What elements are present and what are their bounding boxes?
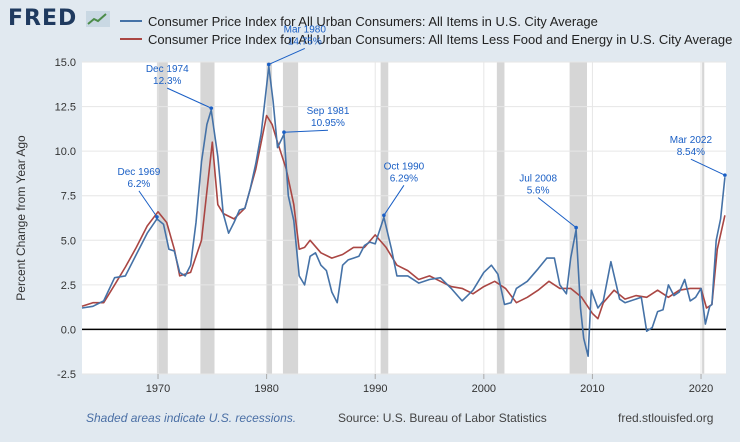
annotation-label: Dec 1969 xyxy=(118,167,161,178)
recession-band xyxy=(496,62,505,374)
recession-band xyxy=(282,62,299,374)
annotation-value: 14.75% xyxy=(288,36,322,47)
y-tick-label: 12.5 xyxy=(55,102,76,114)
annotation-arrow xyxy=(283,129,329,133)
plot-area xyxy=(82,62,726,374)
x-tick-label: 2000 xyxy=(472,383,496,395)
y-tick-label: 2.5 xyxy=(61,280,76,292)
fred-url[interactable]: fred.stlouisfed.org xyxy=(618,411,714,425)
x-tick-label: 2010 xyxy=(580,383,604,395)
annotation-arrowhead xyxy=(155,215,159,219)
legend-swatch-blue xyxy=(120,20,142,22)
legend-label: Consumer Price Index for All Urban Consu… xyxy=(148,31,733,47)
y-tick-label: 10.0 xyxy=(55,146,76,158)
annotation-value: 6.29% xyxy=(390,173,418,184)
legend-item-cpi[interactable]: Consumer Price Index for All Urban Consu… xyxy=(120,12,732,30)
y-tick-label: -2.5 xyxy=(57,369,76,381)
annotation-arrow xyxy=(690,158,726,176)
annotation-label: Sep 1981 xyxy=(307,106,350,117)
annotation-arrow xyxy=(537,197,577,228)
fred-logo[interactable]: FRED xyxy=(8,6,110,31)
recession-band xyxy=(569,62,587,374)
y-tick-label: 15.0 xyxy=(55,57,76,69)
x-tick-label: 1980 xyxy=(254,383,278,395)
annotation-label: Mar 1980 xyxy=(284,24,327,35)
recession-band xyxy=(702,62,705,374)
recession-band xyxy=(266,62,273,374)
annotation-value: 10.95% xyxy=(311,118,345,129)
annotation-label: Dec 1974 xyxy=(146,64,189,75)
annotation-arrowhead xyxy=(209,106,214,110)
annotation-arrow xyxy=(268,48,305,65)
annotation-label: Jul 2008 xyxy=(519,174,557,185)
trend-line-icon xyxy=(85,11,110,27)
legend-label: Consumer Price Index for All Urban Consu… xyxy=(148,13,598,29)
annotation-label: Oct 1990 xyxy=(384,161,425,172)
source-text: Source: U.S. Bureau of Labor Statistics xyxy=(338,411,547,425)
annotation-arrowhead xyxy=(382,213,386,218)
annotation-value: 5.6% xyxy=(527,186,550,197)
y-tick-label: 5.0 xyxy=(61,235,76,247)
fred-logo-text: FRED xyxy=(8,6,78,31)
annotation-value: 6.2% xyxy=(128,179,151,190)
annotation-arrowhead xyxy=(282,130,286,135)
legend-item-core-cpi[interactable]: Consumer Price Index for All Urban Consu… xyxy=(120,30,732,48)
annotation-arrow xyxy=(383,185,405,216)
legend-swatch-red xyxy=(120,38,142,40)
y-tick-label: 7.5 xyxy=(61,191,76,203)
annotation-arrow xyxy=(138,190,158,218)
series-line-core-cpi xyxy=(81,114,726,320)
series-line-cpi xyxy=(81,65,726,358)
x-tick-label: 1990 xyxy=(363,383,387,395)
x-tick-label: 1970 xyxy=(146,383,170,395)
annotation-arrow xyxy=(167,87,212,109)
y-tick-label: 0.0 xyxy=(61,324,76,336)
recession-note: Shaded areas indicate U.S. recessions. xyxy=(86,411,297,425)
legend: Consumer Price Index for All Urban Consu… xyxy=(120,12,732,48)
annotation-arrowhead xyxy=(574,225,578,230)
x-tick-label: 2020 xyxy=(689,383,713,395)
annotation-value: 12.3% xyxy=(153,76,181,87)
y-axis-label: Percent Change from Year Ago xyxy=(14,135,28,301)
annotation-value: 8.54% xyxy=(677,147,705,158)
annotation-arrowhead xyxy=(266,62,271,67)
annotation-arrowhead xyxy=(723,173,727,177)
annotation-label: Mar 2022 xyxy=(670,135,713,146)
